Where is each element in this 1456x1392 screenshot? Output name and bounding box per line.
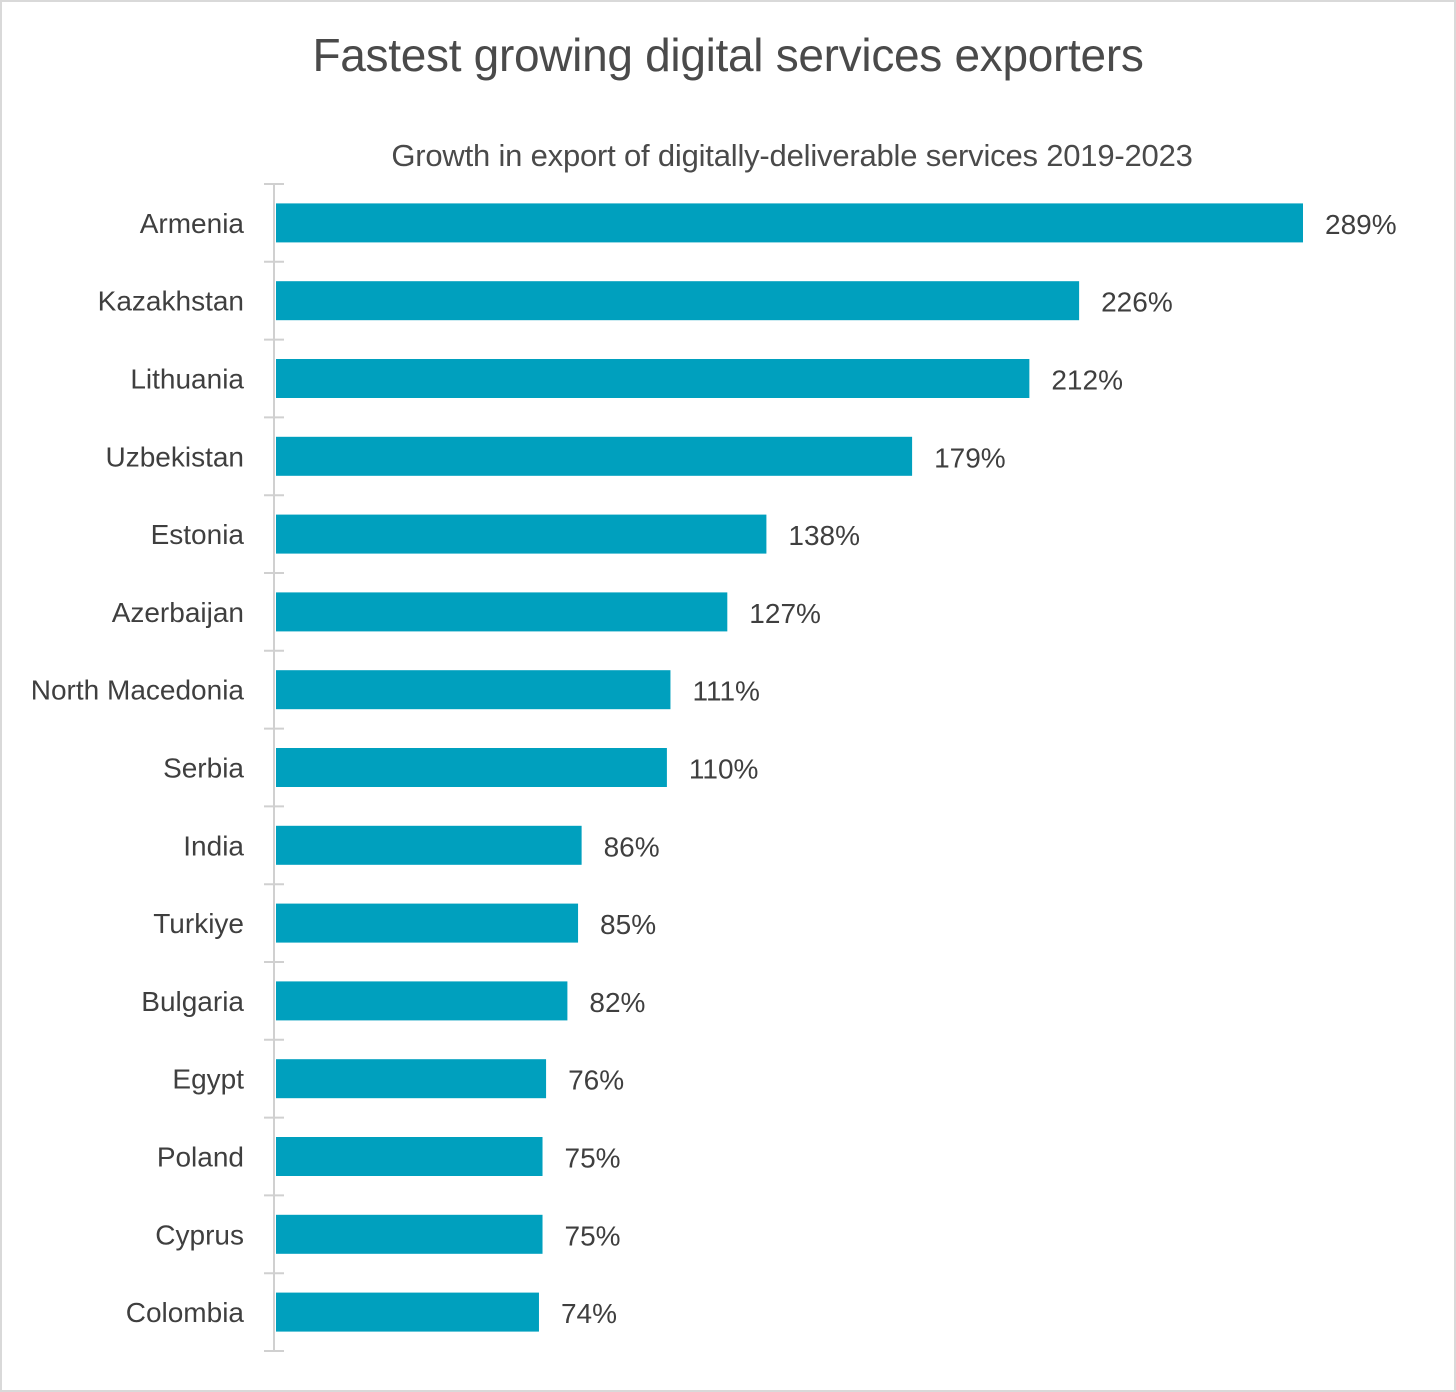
category-label: Cyprus: [155, 1219, 244, 1250]
chart-subtitle: Growth in export of digitally-deliverabl…: [391, 138, 1193, 173]
data-label: 86%: [604, 831, 660, 862]
bar-turkiye: [276, 903, 579, 943]
data-label: 75%: [565, 1220, 621, 1251]
category-axis: [264, 183, 284, 1352]
data-label: 179%: [934, 442, 1006, 473]
data-label: 110%: [689, 754, 759, 785]
bar-kazakhstan: [276, 281, 1080, 321]
bar-colombia: [276, 1292, 539, 1332]
bars: [276, 203, 1303, 1332]
category-label: Azerbaijan: [112, 597, 244, 628]
category-label: Bulgaria: [141, 986, 244, 1017]
bar-uzbekistan: [276, 436, 913, 476]
bar-india: [276, 825, 582, 865]
category-label: Lithuania: [130, 364, 244, 395]
data-label: 212%: [1051, 365, 1123, 396]
category-label: India: [183, 830, 244, 861]
data-label: 82%: [589, 987, 645, 1018]
data-label: 289%: [1325, 209, 1397, 240]
bar-bulgaria: [276, 981, 568, 1021]
data-labels: 289% 226% 212% 179% 138% 127% 111% 110% 86% 85% 82…: [561, 209, 1397, 1329]
data-label: 111%: [692, 676, 759, 707]
bar-lithuania: [276, 359, 1030, 398]
bar-azerbaijan: [276, 592, 728, 632]
category-label: Poland: [157, 1142, 244, 1173]
chart-title: Fastest growing digital services exporte…: [312, 29, 1144, 81]
bar-cyprus: [276, 1214, 543, 1254]
category-label: Turkiye: [153, 908, 244, 939]
data-label: 85%: [600, 909, 656, 940]
category-label: North Macedonia: [31, 675, 245, 706]
data-label: 76%: [568, 1065, 624, 1096]
category-label: Serbia: [163, 753, 244, 784]
category-label: Uzbekistan: [105, 441, 244, 472]
category-label: Estonia: [151, 519, 245, 550]
category-label: Armenia: [140, 208, 245, 239]
category-label: Egypt: [172, 1064, 244, 1095]
category-label: Kazakhstan: [98, 286, 244, 317]
bar-poland: [276, 1137, 543, 1176]
bar-serbia: [276, 748, 667, 787]
bar-estonia: [276, 514, 767, 554]
category-label: Colombia: [126, 1297, 245, 1328]
data-label: 226%: [1101, 287, 1173, 318]
data-label: 138%: [788, 520, 860, 551]
bar-armenia: [276, 203, 1303, 243]
bar-egypt: [276, 1059, 547, 1099]
category-labels: Armenia Kazakhstan Lithuania Uzbekistan Esto…: [31, 208, 245, 1328]
data-label: 74%: [561, 1298, 617, 1329]
data-label: 127%: [749, 598, 821, 629]
bar-north-macedonia: [276, 670, 671, 710]
data-label: 75%: [565, 1143, 621, 1174]
